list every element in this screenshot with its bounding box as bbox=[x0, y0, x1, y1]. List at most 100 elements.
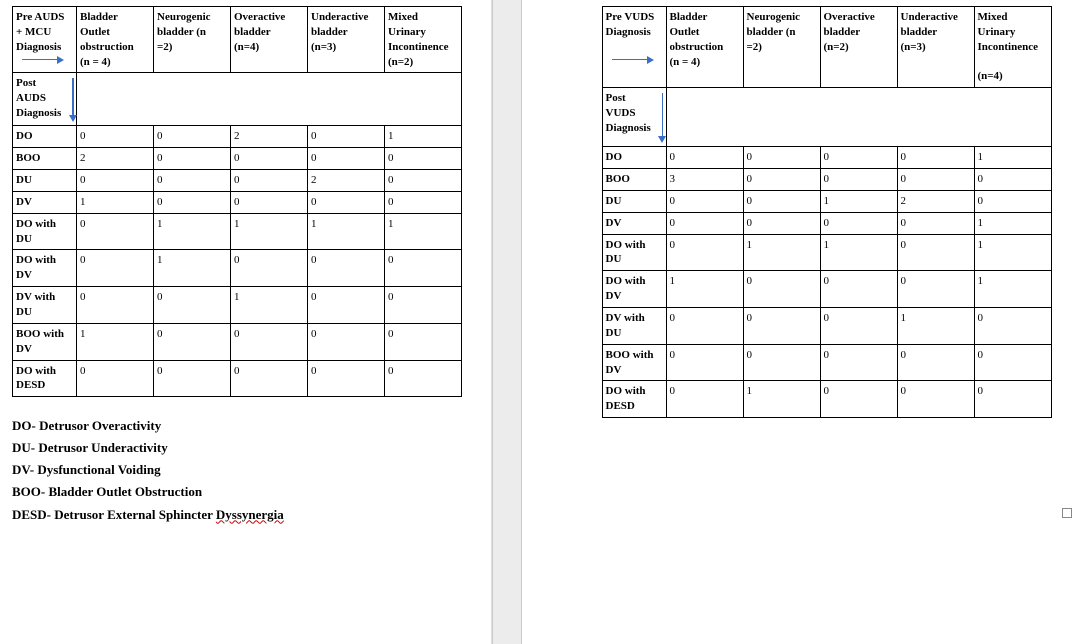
hdr-pre-diagnosis: Pre AUDS + MCU Diagnosis bbox=[13, 7, 77, 73]
table-cell: 0 bbox=[385, 287, 462, 324]
table-cell: 1 bbox=[385, 213, 462, 250]
table-cell: 1 bbox=[77, 191, 154, 213]
table-row: DO00201 bbox=[13, 126, 462, 148]
table-cell: 1 bbox=[154, 250, 231, 287]
table-cell: 0 bbox=[154, 360, 231, 397]
row-label: DU bbox=[13, 170, 77, 192]
table-cell: 0 bbox=[308, 323, 385, 360]
table-cell: 0 bbox=[666, 147, 743, 169]
table-cell: 0 bbox=[743, 147, 820, 169]
table-cell: 0 bbox=[77, 126, 154, 148]
table-cell: 1 bbox=[77, 323, 154, 360]
table-cell: 0 bbox=[385, 360, 462, 397]
row-label: BOO bbox=[602, 169, 666, 191]
row-label: DO withDESD bbox=[13, 360, 77, 397]
table-cell: 0 bbox=[820, 212, 897, 234]
table-left: Pre AUDS + MCU Diagnosis Bladder Outlet … bbox=[12, 6, 462, 397]
table-cell: 0 bbox=[154, 287, 231, 324]
page-left: Pre AUDS + MCU Diagnosis Bladder Outlet … bbox=[0, 0, 492, 644]
table-cell: 0 bbox=[820, 147, 897, 169]
table-cell: 0 bbox=[231, 191, 308, 213]
table-cell: 0 bbox=[77, 170, 154, 192]
table-cell: 0 bbox=[897, 234, 974, 271]
hdr-pre-diagnosis: Pre VUDS Diagnosis bbox=[602, 7, 666, 88]
spellcheck-underline: Dyssynergia bbox=[216, 507, 284, 522]
hdr-overactive-col: Overactive bladder (n=2) bbox=[820, 7, 897, 88]
table-row: DO withDU01111 bbox=[13, 213, 462, 250]
table-cell: 1 bbox=[385, 126, 462, 148]
table-cell: 0 bbox=[974, 344, 1051, 381]
row-label: BOO bbox=[13, 148, 77, 170]
table-row: DU00120 bbox=[602, 190, 1051, 212]
table-cell: 0 bbox=[77, 250, 154, 287]
table-cell: 1 bbox=[820, 190, 897, 212]
table-cell: 0 bbox=[77, 360, 154, 397]
post-header-cell: Post AUDS Diagnosis bbox=[13, 73, 77, 126]
row-label: DO withDESD bbox=[602, 381, 666, 418]
table-cell: 0 bbox=[666, 212, 743, 234]
table-row: BOO withDV10000 bbox=[13, 323, 462, 360]
table-row: DV withDU00010 bbox=[602, 307, 1051, 344]
arrow-down-icon bbox=[662, 93, 664, 137]
table-cell: 2 bbox=[308, 170, 385, 192]
table-right: Pre VUDS Diagnosis Bladder Outlet obstru… bbox=[602, 6, 1052, 418]
table-cell: 0 bbox=[743, 212, 820, 234]
row-label: DO withDV bbox=[13, 250, 77, 287]
legend-line: BOO- Bladder Outlet Obstruction bbox=[12, 481, 479, 503]
table-header-row: Pre VUDS Diagnosis Bladder Outlet obstru… bbox=[602, 7, 1051, 88]
post-header-row: Post AUDS Diagnosis bbox=[13, 73, 462, 126]
row-label: BOO withDV bbox=[602, 344, 666, 381]
row-label: DO withDV bbox=[602, 271, 666, 308]
hdr-boo-col: Bladder Outlet obstruction (n = 4) bbox=[666, 7, 743, 88]
legend-line: DV- Dysfunctional Voiding bbox=[12, 459, 479, 481]
arrow-right-icon bbox=[606, 55, 656, 65]
selection-handle-icon[interactable] bbox=[1062, 508, 1072, 518]
table-cell: 0 bbox=[743, 344, 820, 381]
table-cell: 0 bbox=[77, 213, 154, 250]
table-row: BOO withDV00000 bbox=[602, 344, 1051, 381]
hdr-neurogenic-col: Neurogenic bladder (n =2) bbox=[743, 7, 820, 88]
table-cell: 0 bbox=[154, 148, 231, 170]
hdr-neurogenic-col: Neurogenic bladder (n =2) bbox=[154, 7, 231, 73]
row-label: DV withDU bbox=[602, 307, 666, 344]
table-cell: 1 bbox=[308, 213, 385, 250]
hdr-mixed-col: Mixed Urinary Incontinence (n=2) bbox=[385, 7, 462, 73]
table-row: DO withDESD01000 bbox=[602, 381, 1051, 418]
table-cell: 0 bbox=[974, 381, 1051, 418]
table-row: DO00001 bbox=[602, 147, 1051, 169]
table-cell: 1 bbox=[743, 381, 820, 418]
hdr-mixed-col: Mixed Urinary Incontinence (n=4) bbox=[974, 7, 1051, 88]
row-label: BOO withDV bbox=[13, 323, 77, 360]
hdr-overactive-col: Overactive bladder (n=4) bbox=[231, 7, 308, 73]
post-header-cell: Post VUDS Diagnosis bbox=[602, 88, 666, 147]
table-header-row: Pre AUDS + MCU Diagnosis Bladder Outlet … bbox=[13, 7, 462, 73]
table-cell: 0 bbox=[897, 169, 974, 191]
table-row: DO withDESD00000 bbox=[13, 360, 462, 397]
table-cell: 0 bbox=[743, 190, 820, 212]
table-cell: 1 bbox=[897, 307, 974, 344]
table-row: DV withDU00100 bbox=[13, 287, 462, 324]
table-cell: 1 bbox=[231, 213, 308, 250]
table-cell: 0 bbox=[77, 287, 154, 324]
table-cell: 0 bbox=[154, 323, 231, 360]
empty-span-cell bbox=[77, 73, 462, 126]
row-label: DV withDU bbox=[13, 287, 77, 324]
row-label: DO bbox=[602, 147, 666, 169]
table-cell: 1 bbox=[820, 234, 897, 271]
hdr-boo-col: Bladder Outlet obstruction (n = 4) bbox=[77, 7, 154, 73]
table-cell: 0 bbox=[231, 323, 308, 360]
table-cell: 0 bbox=[743, 307, 820, 344]
table-cell: 1 bbox=[666, 271, 743, 308]
table-cell: 0 bbox=[897, 212, 974, 234]
table-cell: 0 bbox=[385, 323, 462, 360]
table-cell: 0 bbox=[743, 271, 820, 308]
table-cell: 2 bbox=[897, 190, 974, 212]
table-cell: 0 bbox=[308, 148, 385, 170]
table-cell: 0 bbox=[385, 250, 462, 287]
legend-line: DO- Detrusor Overactivity bbox=[12, 415, 479, 437]
arrow-right-icon bbox=[16, 55, 66, 65]
table-row: DV10000 bbox=[13, 191, 462, 213]
table-cell: 1 bbox=[974, 234, 1051, 271]
row-label: DV bbox=[13, 191, 77, 213]
table-cell: 1 bbox=[231, 287, 308, 324]
